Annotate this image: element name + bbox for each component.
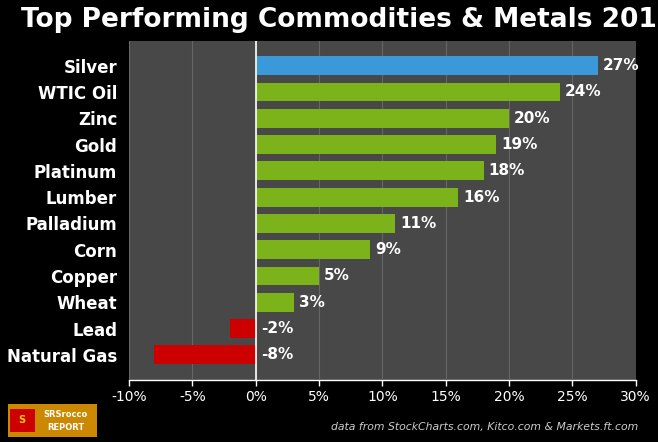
Bar bbox=[256, 267, 319, 286]
Text: 18%: 18% bbox=[489, 164, 525, 178]
Bar bbox=[155, 345, 256, 364]
Text: 3%: 3% bbox=[299, 295, 324, 310]
Bar bbox=[256, 188, 459, 206]
Text: 20%: 20% bbox=[514, 111, 551, 126]
Text: 27%: 27% bbox=[603, 58, 640, 73]
FancyBboxPatch shape bbox=[10, 408, 35, 432]
Text: REPORT: REPORT bbox=[47, 423, 84, 432]
Text: 11%: 11% bbox=[400, 216, 436, 231]
Bar bbox=[256, 240, 370, 259]
Bar bbox=[256, 161, 484, 180]
Text: 5%: 5% bbox=[324, 268, 350, 283]
Text: data from StockCharts.com, Kitco.com & Markets.ft.com: data from StockCharts.com, Kitco.com & M… bbox=[331, 422, 638, 432]
Text: -2%: -2% bbox=[261, 321, 293, 336]
Text: 16%: 16% bbox=[463, 190, 500, 205]
Bar bbox=[256, 56, 597, 75]
Text: 19%: 19% bbox=[501, 137, 538, 152]
Text: 24%: 24% bbox=[565, 84, 601, 99]
Title: Top Performing Commodities & Metals 2016 YTD: Top Performing Commodities & Metals 2016… bbox=[21, 7, 658, 33]
Text: S: S bbox=[18, 415, 26, 425]
Bar bbox=[256, 109, 509, 128]
Bar bbox=[256, 83, 560, 102]
Bar bbox=[256, 293, 293, 312]
Bar bbox=[230, 319, 256, 338]
Text: SRSrocco: SRSrocco bbox=[43, 410, 88, 419]
Bar bbox=[256, 214, 395, 233]
Text: -8%: -8% bbox=[261, 347, 293, 362]
Bar bbox=[256, 135, 496, 154]
Text: 9%: 9% bbox=[375, 242, 401, 257]
